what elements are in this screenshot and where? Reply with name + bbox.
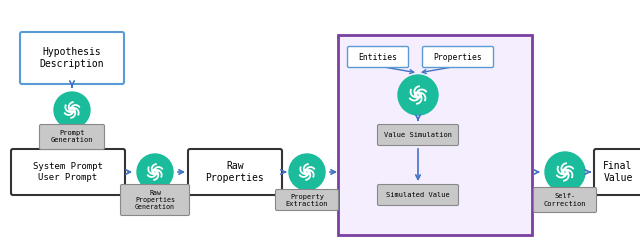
FancyBboxPatch shape xyxy=(20,32,124,84)
Text: Prompt
Generation: Prompt Generation xyxy=(51,130,93,143)
Circle shape xyxy=(137,154,173,190)
FancyBboxPatch shape xyxy=(120,184,189,216)
FancyBboxPatch shape xyxy=(378,184,458,206)
Circle shape xyxy=(289,154,325,190)
Text: Entities: Entities xyxy=(358,52,397,62)
FancyBboxPatch shape xyxy=(11,149,125,195)
Text: Raw
Properties: Raw Properties xyxy=(205,161,264,183)
Text: Value Simulation: Value Simulation xyxy=(384,132,452,138)
Text: Hypothesis
Description: Hypothesis Description xyxy=(40,47,104,69)
Text: Final
Value: Final Value xyxy=(604,161,633,183)
FancyBboxPatch shape xyxy=(188,149,282,195)
FancyBboxPatch shape xyxy=(348,46,408,68)
FancyBboxPatch shape xyxy=(534,188,596,212)
FancyBboxPatch shape xyxy=(594,149,640,195)
Circle shape xyxy=(545,152,585,192)
FancyBboxPatch shape xyxy=(338,35,532,235)
Circle shape xyxy=(398,75,438,115)
Text: System Prompt
User Prompt: System Prompt User Prompt xyxy=(33,162,103,182)
FancyBboxPatch shape xyxy=(378,124,458,146)
Text: Property
Extraction: Property Extraction xyxy=(285,194,328,206)
Circle shape xyxy=(54,92,90,128)
FancyBboxPatch shape xyxy=(422,46,493,68)
Text: Simulated Value: Simulated Value xyxy=(386,192,450,198)
Text: Raw
Properties
Generation: Raw Properties Generation xyxy=(135,190,175,210)
FancyBboxPatch shape xyxy=(275,190,339,210)
Text: Properties: Properties xyxy=(434,52,483,62)
FancyBboxPatch shape xyxy=(40,124,104,150)
Text: Self-
Correction: Self- Correction xyxy=(544,194,586,206)
